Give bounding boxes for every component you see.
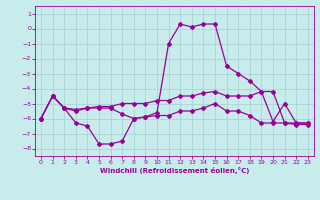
X-axis label: Windchill (Refroidissement éolien,°C): Windchill (Refroidissement éolien,°C) [100, 167, 249, 174]
